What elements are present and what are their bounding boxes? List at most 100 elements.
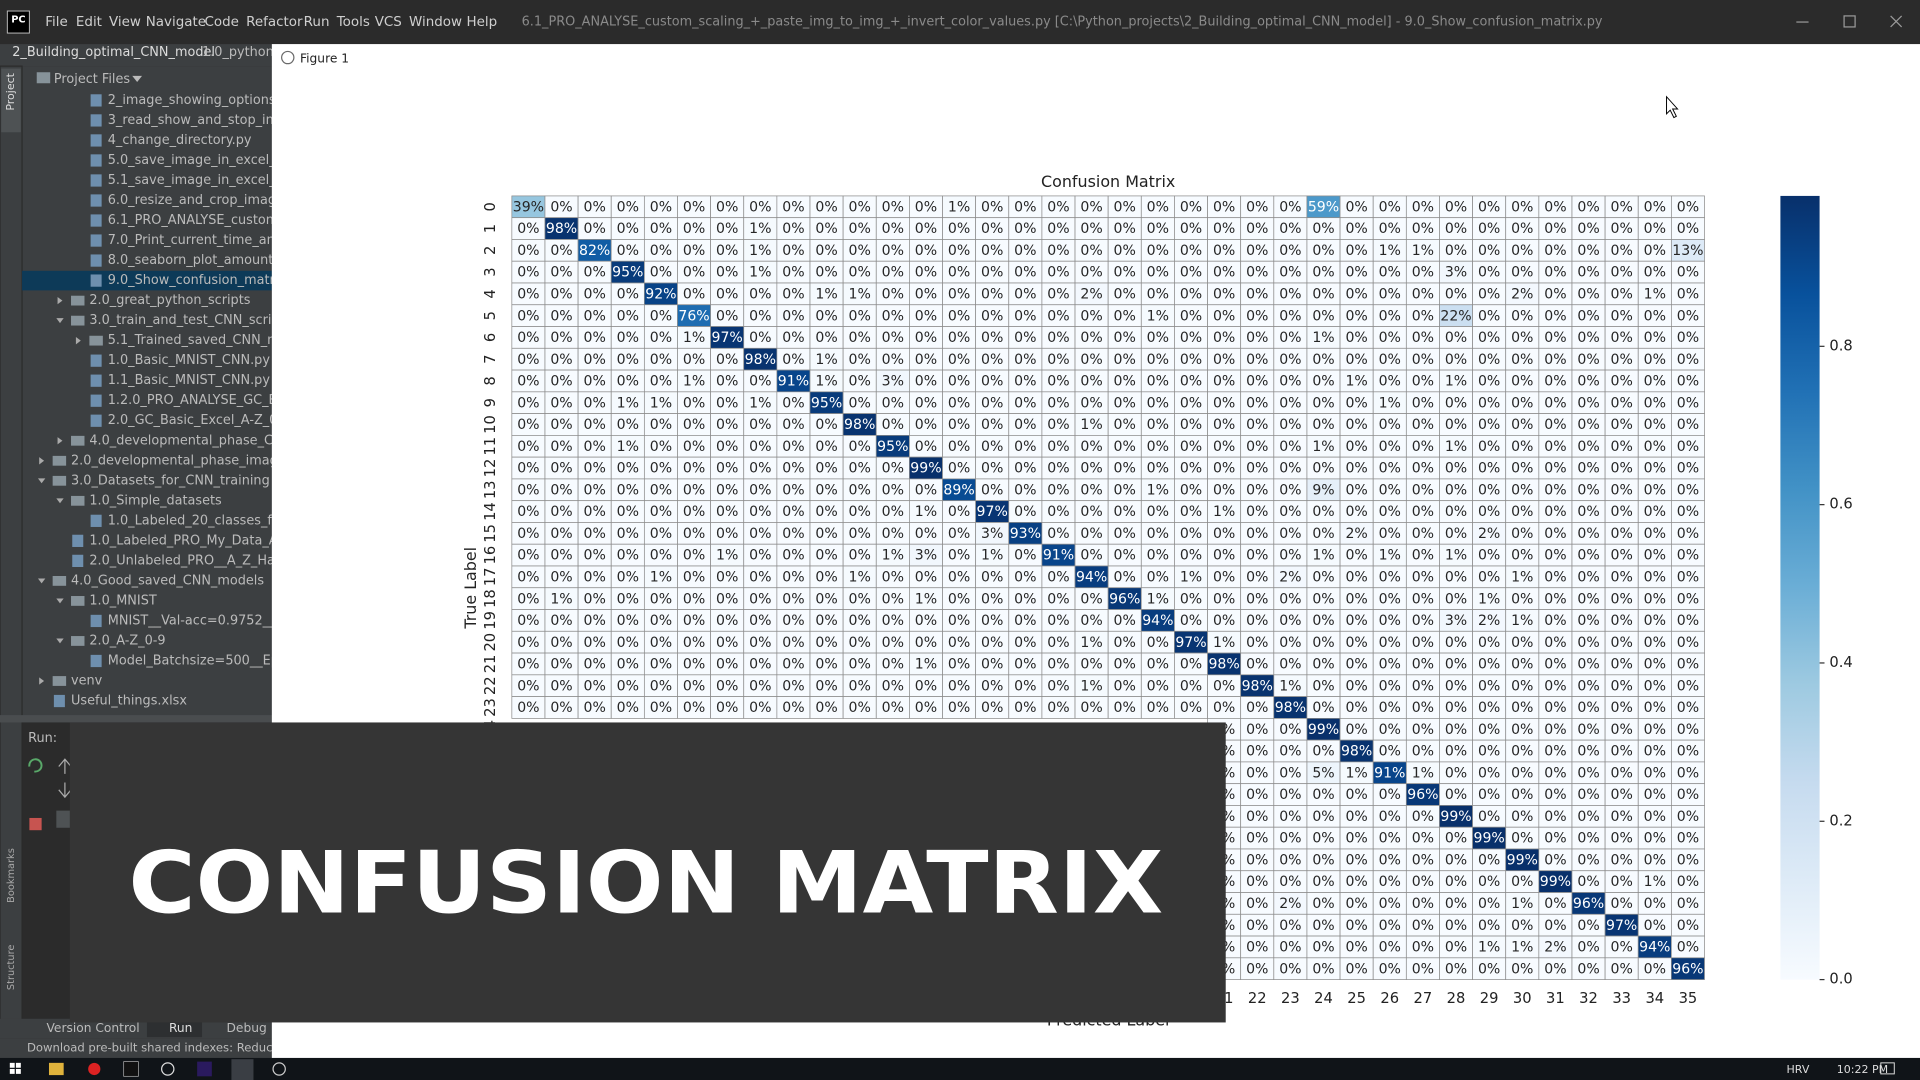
breadcrumb[interactable]: 1.0_python_s [202,45,287,60]
cell-label: 0% [1577,374,1599,390]
expand-arrow[interactable] [57,296,63,305]
menu-item[interactable]: Help [467,15,498,30]
language[interactable]: HRV [1787,1063,1810,1076]
tree-item[interactable]: 2.0_A-Z_0-9 [89,633,165,648]
cell-label: 0% [1279,940,1301,956]
menu-item[interactable]: Navigate [146,15,206,30]
tree-item[interactable]: 1.0_Simple_datasets [89,493,222,508]
tree-item[interactable]: 1.0_MNIST [89,593,156,608]
tree-item[interactable]: 4.0_Good_saved_CNN_models [71,573,264,588]
side-tab[interactable]: Structure [6,945,17,991]
colorbar-tick-label: 0.6 [1829,496,1852,513]
tool-tab[interactable]: Run [169,1021,192,1035]
expand-arrow[interactable] [39,457,45,465]
menu-item[interactable]: View [109,15,141,30]
tree-item[interactable]: 6.1_PRO_ANALYSE_custom_sca [108,213,307,228]
tree-item[interactable]: 3.0_train_and_test_CNN_scripts [89,313,291,328]
pycharm[interactable] [123,1061,139,1077]
expand-arrow[interactable] [37,478,46,484]
tree-item[interactable]: 4.0_developmental_phase_CNN_m [89,433,311,448]
tree-item[interactable]: 7.0_Print_current_time_and_dat [108,233,311,248]
expand-arrow[interactable] [56,318,64,324]
opera[interactable] [88,1062,101,1076]
explorer[interactable] [48,1062,64,1076]
tree-item[interactable]: 8.0_seaborn_plot_amount_of_ir [108,253,308,268]
tree-item[interactable]: 5.1_save_image_in_excel_shape [108,173,315,188]
tool-tab[interactable]: Debug [227,1021,267,1035]
tree-item[interactable]: 1.0_Basic_MNIST_CNN.py [108,353,271,368]
tree-item[interactable]: 2.0_developmental_phase_images [71,453,293,468]
rerun[interactable] [28,758,43,773]
expand-arrow[interactable] [56,638,64,644]
tree-item[interactable]: 2_image_showing_options.py [108,93,296,108]
menu-item[interactable]: Tools [336,15,370,30]
start[interactable] [15,1062,21,1068]
cell-label: 0% [1312,395,1334,411]
cell-label: 0% [1246,961,1268,977]
tree-item[interactable]: MNIST__Val-acc=0.9752__Train- [108,613,311,628]
start[interactable] [9,1068,15,1074]
start[interactable] [9,1062,15,1068]
tree-item[interactable]: venv [71,674,103,689]
cell-label: 95% [877,439,908,455]
down[interactable] [58,782,72,799]
panel-header[interactable]: Project Files [54,72,131,87]
tree-item[interactable]: 1.1_Basic_MNIST_CNN.py [108,373,271,388]
settings[interactable] [161,1062,175,1076]
tree-item[interactable]: 6.0_resize_and_crop_image.py [108,193,304,208]
notifications[interactable] [1880,1062,1895,1075]
clock[interactable]: 10:22 PM [1837,1063,1888,1076]
tree-item[interactable]: Model_Batchsize=500__Epoch= [108,653,313,668]
tree-item[interactable]: 3.0_Datasets_for_CNN_training [71,473,270,488]
taskbar-icons[interactable] [9,1059,286,1080]
menu-item[interactable]: VCS [375,15,402,30]
start[interactable] [15,1068,21,1074]
dropdown-arrow[interactable] [132,75,143,83]
breadcrumb[interactable]: 2_Building_optimal_CNN_model [12,45,215,60]
expand-arrow[interactable] [75,336,81,345]
wrap[interactable] [56,810,72,828]
cell-label: 0% [1577,591,1599,607]
expand-arrow[interactable] [37,578,46,584]
stop[interactable] [29,817,42,831]
tree-item[interactable]: 9.0_Show_confusion_matrix.py [108,273,306,288]
tool-tab[interactable]: Version Control [47,1021,140,1035]
tree-item[interactable]: 3_read_show_and_stop_image_ [108,113,309,128]
cell-label: 0% [1544,395,1566,411]
close[interactable] [1890,15,1903,28]
premiere[interactable] [197,1061,212,1077]
expand-arrow[interactable] [57,437,63,445]
menu-item[interactable]: Code [204,15,238,30]
window-controls[interactable] [1796,15,1903,28]
project-tab[interactable]: Project [4,72,17,110]
clock-app[interactable] [272,1062,286,1076]
run-toolbar[interactable] [28,758,72,831]
tree-item[interactable]: 2.0_great_python_scripts [89,293,250,308]
tree-item[interactable]: 1.0_Labeled_PRO_My_Data_A-Z_a [89,533,305,548]
expand-arrow[interactable] [39,677,45,685]
side-tab[interactable]: Bookmarks [6,848,17,903]
up[interactable] [58,758,72,774]
expand-arrow[interactable] [56,598,64,604]
cell-label: 0% [948,700,970,716]
menu-item[interactable]: Refactor [246,15,303,30]
cell-label: 0% [1677,918,1699,934]
python-active[interactable] [231,1059,254,1080]
menu-item[interactable]: Window [409,15,462,30]
restore[interactable] [1843,15,1856,28]
cell-label: 0% [583,504,605,520]
tree-item[interactable]: 2.0_Unlabeled_PRO__A_Z_Handwri [89,553,310,568]
tree-item[interactable]: 4_change_directory.py [108,133,252,148]
menu-item[interactable]: File [45,15,68,30]
tree-item[interactable]: 5.0_save_image_in_excel_shape [108,153,315,168]
tree-item[interactable]: 1.0_Labeled_20_classes_for_sea [108,513,314,528]
cell-label: 0% [1677,504,1699,520]
menu-item[interactable]: Edit [76,15,102,30]
project-tab-bg[interactable] [1,68,21,133]
expand-arrow[interactable] [56,498,64,504]
menu-item[interactable]: Run [304,15,330,30]
tree-item[interactable]: 1.2.0_PRO_ANALYSE_GC_Basic_ [108,393,310,408]
tree-item[interactable]: Useful_things.xlsx [71,694,187,709]
tree-item[interactable]: 5.1_Trained_saved_CNN_model [108,333,307,348]
tree-item[interactable]: 2.0_GC_Basic_Excel_A-Z_0_9_Cl [108,413,311,428]
